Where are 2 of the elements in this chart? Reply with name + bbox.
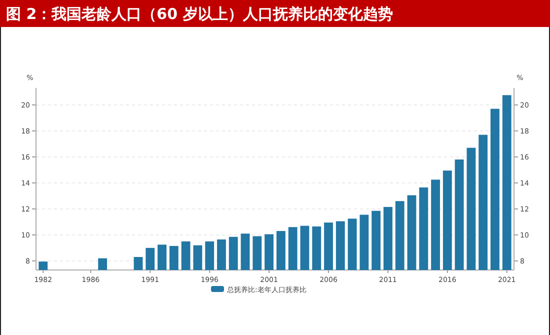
title-band: 图 2：我国老龄人口（60 岁以上）人口抚养比的变化趋势	[0, 0, 550, 27]
chart-title: 图 2：我国老龄人口（60 岁以上）人口抚养比的变化趋势	[6, 5, 393, 23]
